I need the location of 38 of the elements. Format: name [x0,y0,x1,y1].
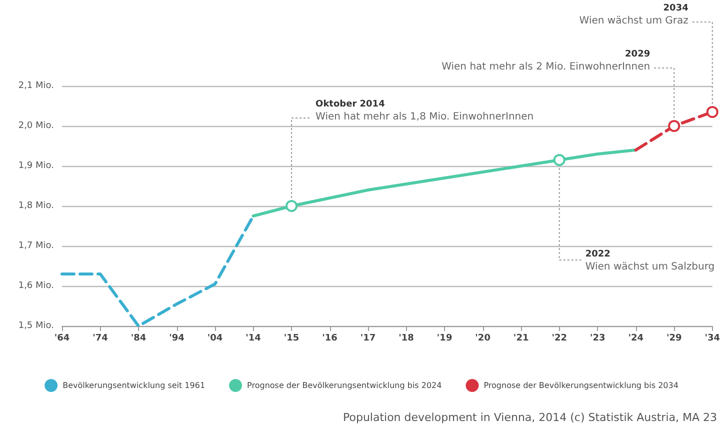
x-tick-label: '23 [590,334,606,344]
annotation: 2034 Wien wächst um Graz [579,4,688,26]
x-tick-label: '17 [360,334,376,344]
x-tick-label: '16 [322,334,338,344]
x-tick-label: '84 [130,334,146,344]
x-tick-label: '22 [552,334,567,344]
x-tick-label: '15 [284,334,300,344]
x-tick-label: '94 [169,334,184,344]
legend-label: Bevölkerungsentwicklung seit 1961 [62,381,206,390]
annotation: Oktober 2014 Wien hat mehr als 1,8 Mio. EinwohnerInnen [316,100,534,122]
x-tick-label: '20 [475,334,490,344]
legend-label: Prognose der Bevölkerungsentwicklung bis 2024 [247,381,442,390]
y-tick-label: 2,0 Mio. [18,121,54,131]
point [706,106,718,118]
x-tick-label: '14 [246,334,261,344]
line-series [252,148,638,218]
legend-label: Prognose der Bevölkerungsentwicklung bis 2034 [484,381,678,390]
x-tick-label: '19 [436,334,452,344]
y-tick-label: 1,5 Mio. [18,321,54,331]
x-tick-label: '64 [54,334,70,344]
text: Population development in Vienna, 2014 (c) Statistik Austria, MA 23 [342,411,718,424]
annotation: 2022 Wien wächst um Salzburg [585,250,715,272]
x-tick-label: '04 [207,334,223,344]
y-tick-label: 1,6 Mio. [18,281,54,291]
x-tick-label: '18 [398,334,414,344]
y-tick-label: 1,8 Mio. [18,201,54,211]
x-tick-label: '29 [666,334,682,344]
x-tick-label: '24 [628,334,644,344]
y-tick-label: 1,7 Mio. [18,241,54,251]
x-tick-label: '21 [513,334,529,344]
point [286,200,298,212]
x-tick-label: '34 [704,334,720,344]
point [668,120,680,132]
y-tick-label: 1,9 Mio. [18,161,54,171]
x-tick-label: '74 [92,334,108,344]
annotation: 2029 Wien hat mehr als 2 Mio. EinwohnerInnen [442,50,650,72]
y-tick-label: 2,1 Mio. [18,81,54,91]
point [553,154,566,166]
